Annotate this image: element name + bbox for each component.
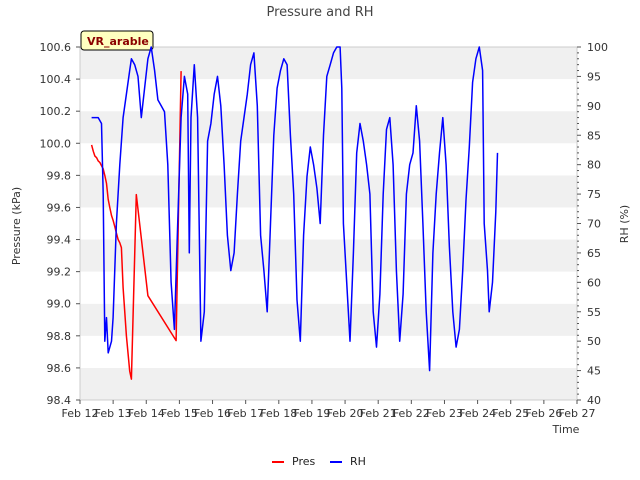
- chart-title: Pressure and RH: [266, 5, 373, 20]
- right-y-axis-ticks: 40 45 50 55 60 65 70 75 80 85 90 95 100: [577, 41, 608, 407]
- left-y-tick-label: 98.8: [47, 330, 72, 343]
- left-y-tick-label: 99.4: [47, 234, 72, 247]
- x-tick-label: Feb 19: [293, 407, 330, 420]
- x-tick-label: Feb 25: [492, 407, 529, 420]
- grid-band: [80, 111, 577, 144]
- grid-band: [80, 47, 577, 80]
- x-tick-label: Feb 26: [525, 407, 562, 420]
- legend: Pres RH: [272, 455, 366, 468]
- x-tick-label: Feb 17: [227, 407, 264, 420]
- grid-band: [80, 143, 577, 176]
- left-y-tick-label: 98.4: [47, 394, 72, 407]
- x-tick-label: Feb 13: [95, 407, 132, 420]
- left-y-axis-label: Pressure (kPa): [10, 187, 23, 265]
- grid-band: [80, 239, 577, 272]
- right-y-tick-label: 75: [587, 188, 601, 201]
- right-y-tick-label: 60: [587, 276, 601, 289]
- grid-band: [80, 271, 577, 304]
- grid-band: [80, 207, 577, 240]
- grid-band: [80, 303, 577, 336]
- x-axis-label: Time: [552, 423, 580, 436]
- right-y-tick-label: 100: [587, 41, 608, 54]
- left-y-tick-label: 99.8: [47, 169, 72, 182]
- right-y-tick-label: 95: [587, 70, 601, 83]
- x-tick-label: Feb 20: [327, 407, 364, 420]
- grid-band: [80, 79, 577, 112]
- x-tick-label: Feb 15: [161, 407, 198, 420]
- x-tick-label: Feb 16: [194, 407, 231, 420]
- right-y-tick-label: 80: [587, 159, 601, 172]
- left-y-tick-label: 100.2: [40, 105, 72, 118]
- x-tick-label: Feb 27: [559, 407, 596, 420]
- site-badge: VR_arable: [80, 30, 154, 51]
- x-tick-label: Feb 22: [393, 407, 430, 420]
- x-tick-label: Feb 23: [426, 407, 463, 420]
- left-y-tick-label: 99.2: [47, 266, 72, 279]
- right-y-tick-label: 55: [587, 306, 601, 319]
- right-y-tick-label: 70: [587, 218, 601, 231]
- series-line-pres: [90, 71, 182, 380]
- left-y-axis-ticks: 98.4 98.6 98.8 99.0 99.2 99.4 99.6 99.8 100.0 100…: [40, 41, 80, 407]
- left-y-tick-label: 99.6: [47, 201, 72, 214]
- legend-label-rh: RH: [350, 455, 366, 468]
- left-y-tick-label: 100.4: [40, 73, 72, 86]
- legend-label-pres: Pres: [292, 455, 315, 468]
- grid-band: [80, 175, 577, 208]
- right-y-tick-label: 45: [587, 365, 601, 378]
- left-y-tick-label: 99.0: [47, 298, 72, 311]
- right-y-axis-label: RH (%): [618, 205, 631, 243]
- left-y-tick-label: 100.0: [40, 137, 72, 150]
- x-tick-label: Feb 12: [62, 407, 99, 420]
- right-y-tick-label: 90: [587, 100, 601, 113]
- right-y-tick-label: 65: [587, 247, 601, 260]
- left-y-tick-label: 98.6: [47, 362, 72, 375]
- grid-bands: [80, 47, 577, 400]
- left-y-tick-label: 100.6: [40, 41, 72, 54]
- grid-band: [80, 335, 577, 368]
- series-lines: [90, 46, 499, 380]
- site-badge-label: VR_arable: [87, 35, 149, 48]
- x-tick-label: Feb 24: [459, 407, 496, 420]
- x-tick-label: Feb 14: [128, 407, 165, 420]
- grid-band: [80, 367, 577, 400]
- right-y-tick-label: 85: [587, 129, 601, 142]
- series-line-rh: [91, 46, 499, 372]
- site-badge-box: [80, 30, 154, 51]
- x-tick-label: Feb 21: [360, 407, 397, 420]
- right-y-tick-label: 40: [587, 394, 601, 407]
- right-y-tick-label: 50: [587, 335, 601, 348]
- x-tick-label: Feb 18: [260, 407, 297, 420]
